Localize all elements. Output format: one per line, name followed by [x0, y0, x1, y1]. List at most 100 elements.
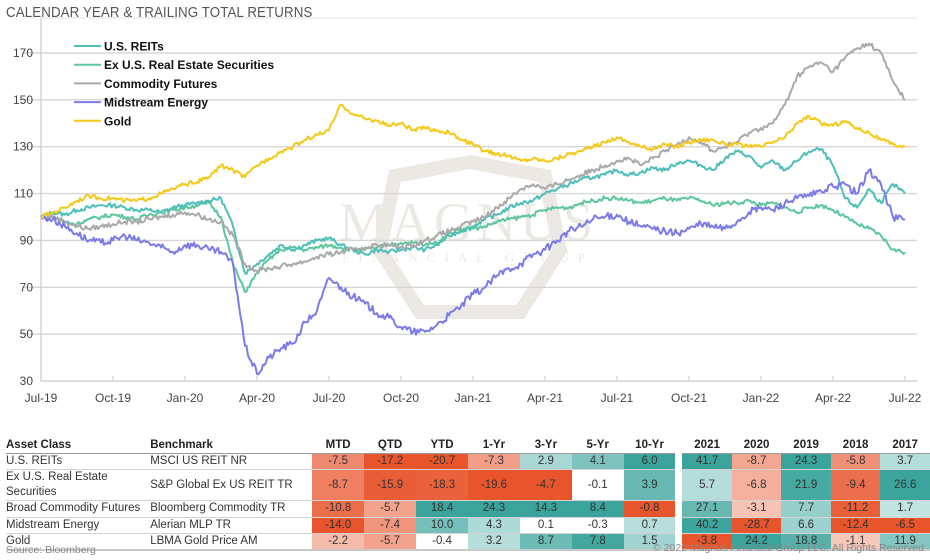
x-tick-label: Oct-19 [95, 391, 131, 405]
y-tick-label: 150 [13, 93, 33, 107]
column-gap [675, 438, 683, 454]
x-tick-label: Jan-21 [455, 391, 492, 405]
x-tick-label: Jul-19 [25, 391, 58, 405]
legend: U.S. REITs Ex U.S. Real Estate Securities… [74, 40, 274, 128]
x-tick-label: Apr-20 [239, 391, 275, 405]
calendar-return-cell: -1.1 [830, 533, 881, 552]
calendar-return-cell: -8.7 [731, 453, 782, 471]
table-header-row: Asset Class Benchmark MTD QTD YTD 1-Yr 3-Yr 5… [6, 438, 930, 454]
x-tick-label: Jul-22 [889, 391, 922, 405]
trailing-return-cell: -2.2 [312, 533, 365, 552]
returns-table: Asset Class Benchmark MTD QTD YTD 1-Yr 3-Yr 5… [6, 438, 930, 552]
calendar-return-cell: 18.8 [781, 533, 831, 552]
calendar-return-cell: -6.8 [731, 469, 782, 502]
column-gap [675, 469, 683, 501]
trailing-return-cell: 4.3 [468, 517, 520, 534]
trailing-return-cell: -0.4 [416, 533, 468, 552]
calendar-return-cell: 11.9 [880, 533, 930, 552]
column-gap [675, 500, 683, 518]
asset-class-cell: U.S. REITs [6, 453, 151, 471]
trailing-return-cell: 10.0 [416, 517, 468, 534]
header-5-yr: 5-Yr [571, 438, 624, 454]
header-2017: 2017 [880, 438, 930, 454]
benchmark-cell: Alerian MLP TR [150, 517, 313, 534]
legend-label: Midstream Energy [104, 96, 208, 110]
x-tick-label: Jan-20 [167, 391, 204, 405]
calendar-return-cell: -12.4 [830, 517, 881, 534]
trailing-return-cell: 0.7 [623, 517, 676, 534]
y-tick-label: 70 [20, 280, 34, 294]
y-tick-label: 170 [13, 46, 33, 60]
trailing-return-cell: -5.7 [364, 533, 417, 552]
calendar-return-cell: 3.7 [880, 453, 930, 471]
trailing-return-cell: -15.9 [364, 469, 417, 502]
x-tick-label: Oct-21 [671, 391, 707, 405]
header-benchmark: Benchmark [150, 438, 313, 454]
benchmark-cell: Bloomberg Commodity TR [150, 500, 313, 518]
chart-title: CALENDAR YEAR & TRAILING TOTAL RETURNS [6, 5, 313, 21]
trailing-return-cell: 1.5 [623, 533, 676, 552]
trailing-return-cell: -10.8 [312, 500, 365, 518]
calendar-return-cell: -6.5 [880, 517, 930, 534]
trailing-return-cell: -7.3 [468, 453, 520, 471]
table-row: Gold LBMA Gold Price AM -2.2 -5.7 -0.4 3.2 8.7… [6, 533, 930, 552]
axes: 30 50 70 90 110 130 150 170 Jul-19 Oct-19 Jan-20 Ap… [13, 17, 922, 405]
calendar-return-cell: -9.4 [830, 469, 881, 502]
calendar-return-cell: 24.2 [731, 533, 782, 552]
calendar-return-cell: 21.9 [781, 469, 831, 502]
header-10-yr: 10-Yr [623, 438, 676, 454]
x-tick-label: Apr-21 [527, 391, 563, 405]
trailing-return-cell: -0.3 [571, 517, 624, 534]
trailing-return-cell: -7.5 [312, 453, 365, 471]
calendar-return-cell: 41.7 [682, 453, 732, 471]
trailing-return-cell: 8.7 [519, 533, 572, 552]
trailing-return-cell: -4.7 [519, 469, 572, 502]
benchmark-cell: S&P Global Ex US REIT TR [150, 469, 313, 502]
column-gap [675, 517, 683, 534]
trailing-return-cell: 6.0 [623, 453, 676, 471]
calendar-return-cell: 40.2 [682, 517, 732, 534]
table-row: Midstream Energy Alerian MLP TR -14.0 -7.4 1… [6, 517, 930, 534]
trailing-return-cell: 3.2 [468, 533, 520, 552]
trailing-return-cell: -0.1 [571, 469, 624, 502]
calendar-return-cell: 26.6 [880, 469, 930, 502]
header-2019: 2019 [781, 438, 831, 454]
table-row: U.S. REITs MSCI US REIT NR -7.5 -17.2 -20.7-… [6, 453, 930, 471]
y-tick-label: 50 [20, 327, 34, 341]
line-chart: MAGNUS FINANCIAL GROUP 30507090110130150… [13, 17, 922, 405]
x-tick-label: Jan-22 [743, 391, 780, 405]
calendar-return-cell: 27.1 [682, 500, 732, 518]
header-ytd: YTD [416, 438, 468, 454]
x-tick-label: Apr-22 [815, 391, 851, 405]
header-3-yr: 3-Yr [519, 438, 572, 454]
trailing-return-cell: 14.3 [519, 500, 572, 518]
series-line-u-s-reits [40, 147, 906, 275]
trailing-return-cell: 7.8 [571, 533, 624, 552]
header-asset-class: Asset Class [6, 438, 151, 454]
calendar-return-cell: -5.8 [830, 453, 881, 471]
trailing-return-cell: -14.0 [312, 517, 365, 534]
header-1-yr: 1-Yr [468, 438, 520, 454]
asset-class-cell: Ex U.S. Real Estate Securities [6, 469, 151, 502]
x-tick-label: Jul-21 [601, 391, 634, 405]
gridlines [22, 52, 917, 335]
trailing-return-cell: -18.3 [416, 469, 468, 502]
calendar-return-cell: -3.8 [682, 533, 732, 552]
header-2020: 2020 [731, 438, 782, 454]
calendar-return-cell: -28.7 [731, 517, 782, 534]
legend-label: Commodity Futures [104, 77, 218, 91]
calendar-return-cell: 24.3 [781, 453, 831, 471]
calendar-return-cell: -11.2 [830, 500, 881, 518]
header-mtd: MTD [312, 438, 365, 454]
table-row: Ex U.S. Real Estate Securities S&P Global… [6, 469, 930, 502]
benchmark-cell: LBMA Gold Price AM [150, 533, 313, 552]
asset-class-cell: Midstream Energy [6, 517, 151, 534]
column-gap [675, 533, 683, 551]
trailing-return-cell: 4.1 [571, 453, 624, 471]
column-gap [675, 453, 683, 470]
trailing-return-cell: 8.4 [571, 500, 624, 518]
header-2021: 2021 [682, 438, 732, 454]
series-line-ex-u-s-real-estate-securities [40, 195, 906, 293]
trailing-return-cell: 18.4 [416, 500, 468, 518]
legend-label: Ex U.S. Real Estate Securities [104, 58, 274, 72]
